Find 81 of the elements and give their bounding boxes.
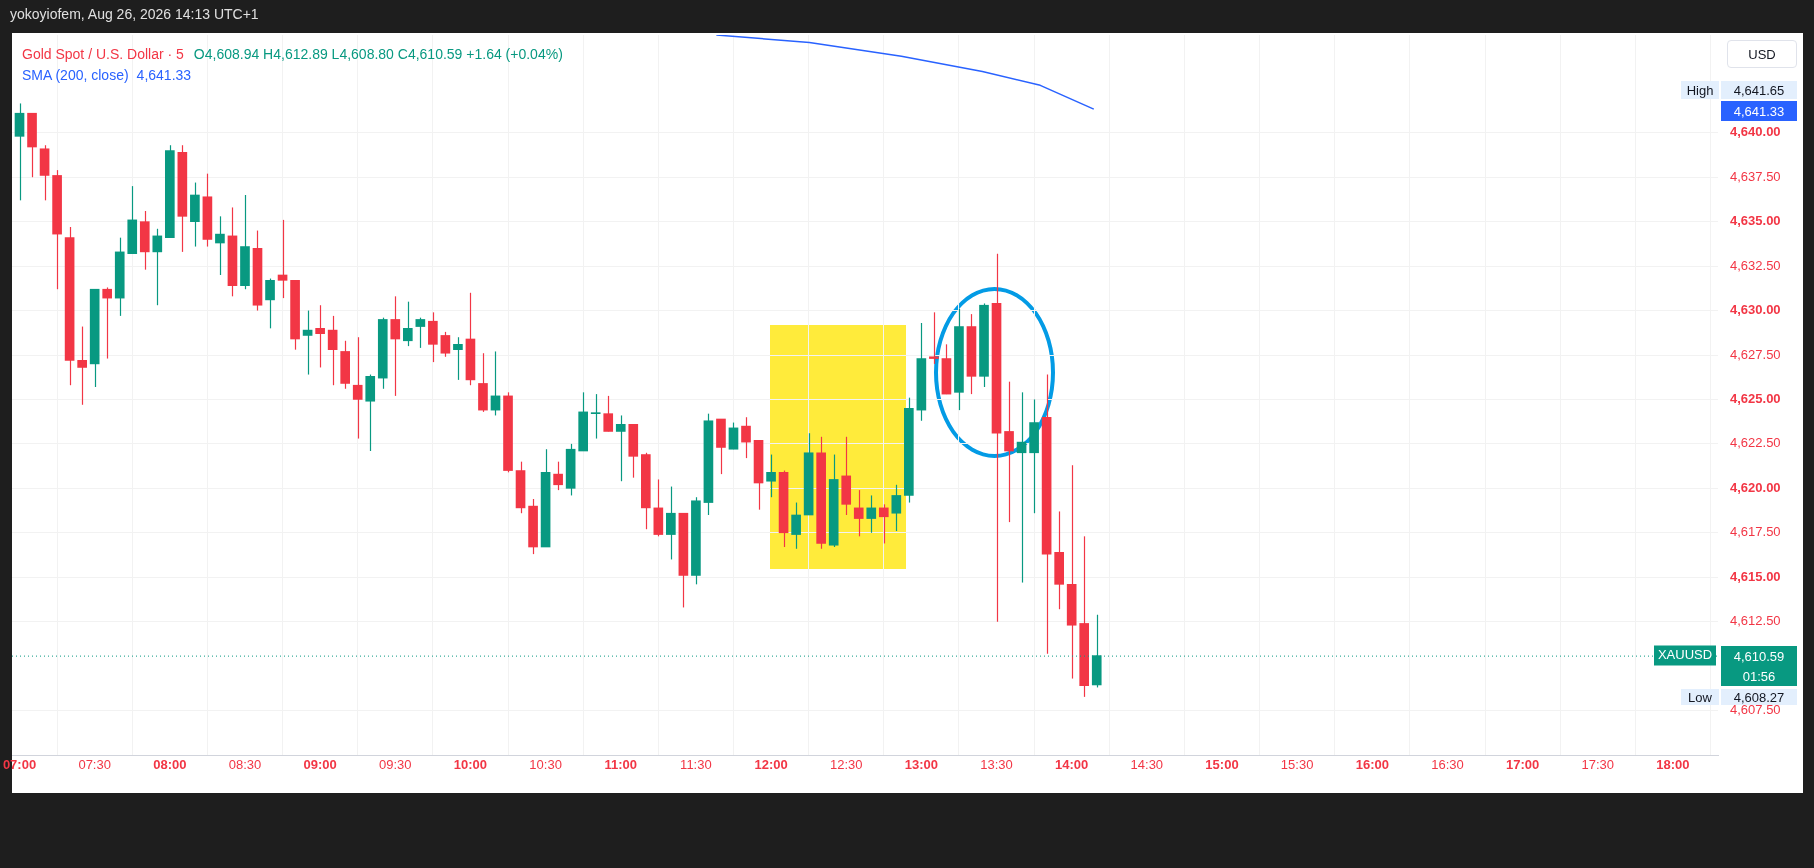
candlestick xyxy=(1004,381,1014,523)
candlestick xyxy=(766,453,776,498)
candlestick xyxy=(302,309,313,376)
x-tick-label: 16:30 xyxy=(1431,757,1464,773)
candlestick xyxy=(878,503,889,545)
text: Gold Spot / U.S. Dollar · 5 xyxy=(22,46,184,62)
candlestick xyxy=(415,317,426,349)
x-tick-label: 17:00 xyxy=(1505,757,1540,773)
candlestick xyxy=(14,102,25,201)
candlestick xyxy=(77,325,87,406)
candlestick xyxy=(152,228,163,306)
x-tick-label: 11:00 xyxy=(604,757,638,773)
text: 4,641.33 xyxy=(1733,103,1785,119)
text: 4,641.65 xyxy=(1721,81,1797,99)
candlestick xyxy=(440,331,451,358)
text: yokoyiofem, Aug 26, 2026 14:13 UTC+1 xyxy=(10,6,259,22)
candlestick xyxy=(891,484,902,532)
y-tick-label: 4,637.50 xyxy=(1730,168,1781,184)
candlestick xyxy=(352,336,363,440)
candlestick xyxy=(791,501,801,550)
x-tick-label: 08:30 xyxy=(228,757,262,773)
candlestick xyxy=(215,215,225,276)
candlestick xyxy=(327,315,338,386)
x-tick-label: 09:30 xyxy=(379,757,412,773)
text: 01:56 xyxy=(1721,666,1797,686)
candlestick xyxy=(265,277,275,329)
candlestick xyxy=(553,461,563,491)
candlestick xyxy=(615,414,626,482)
annotation: 4,641.33 xyxy=(136,67,192,83)
y-tick-label: 4,620.00 xyxy=(1730,479,1781,495)
x-tick-label: 11:30 xyxy=(680,757,712,773)
x-tick-label: 15:30 xyxy=(1280,757,1314,773)
candlestick xyxy=(402,301,413,347)
text: SMA (200, close) xyxy=(22,67,129,83)
candlestick xyxy=(102,286,113,360)
text: 4,610.59 xyxy=(1721,646,1797,666)
x-tick-label: 18:00 xyxy=(1656,757,1690,773)
x-tick-label: 17:30 xyxy=(1581,757,1615,773)
x-tick-label: 15:00 xyxy=(1205,757,1239,773)
y-tick-label: 4,615.00 xyxy=(1730,568,1781,584)
text: 4,608.27 xyxy=(1721,689,1797,705)
x-tick-label: 10:00 xyxy=(453,757,488,773)
x-tick-label: 09:00 xyxy=(303,757,337,773)
ref-line-label: XAUUSD xyxy=(1657,647,1713,663)
candlestick xyxy=(453,336,463,381)
candlestick xyxy=(866,494,877,534)
x-tick-label: 12:30 xyxy=(829,757,863,773)
y-tick-label: 4,630.00 xyxy=(1730,302,1781,318)
x-tick-label: 14:00 xyxy=(1055,757,1089,773)
candlestick xyxy=(741,416,751,459)
annotation: High xyxy=(1681,81,1719,99)
y-tick-label: 4,622.50 xyxy=(1730,435,1781,451)
candlestick xyxy=(853,489,864,537)
y-tick-label: 4,617.50 xyxy=(1730,524,1781,540)
y-tick-label: 4,632.50 xyxy=(1730,257,1781,273)
candlestick xyxy=(666,485,676,561)
y-tick-label: 4,640.00 xyxy=(1730,124,1781,140)
x-tick-label: 13:00 xyxy=(904,757,938,773)
candlestick xyxy=(1016,391,1027,584)
candlestick xyxy=(603,395,614,433)
candlestick xyxy=(277,219,288,299)
y-tick-label: 4,612.50 xyxy=(1730,613,1781,629)
x-tick-label: 16:00 xyxy=(1355,757,1389,773)
x-tick-label: 10:30 xyxy=(529,757,562,773)
text: O4,608.94 H4,612.89 L4,608.80 C4,610.59 +1.64 (+0.04%) xyxy=(193,46,563,62)
annotation: Low xyxy=(1681,689,1719,705)
x-tick-label: 13:30 xyxy=(980,757,1013,773)
y-tick-label: 4,627.50 xyxy=(1730,346,1781,362)
x-tick-label: 12:00 xyxy=(754,757,788,773)
candlestick xyxy=(315,304,325,369)
candlestick xyxy=(428,311,438,363)
candlestick xyxy=(728,421,739,450)
x-tick-label: 07:30 xyxy=(78,757,111,773)
text: USD xyxy=(1727,40,1797,68)
y-tick-label: 4,625.00 xyxy=(1730,391,1781,407)
y-tick-label: 4,635.00 xyxy=(1730,213,1781,229)
x-tick-label: 08:00 xyxy=(153,757,187,773)
candlestick xyxy=(590,393,601,440)
x-tick-label: 14:30 xyxy=(1130,757,1164,773)
candlestick xyxy=(390,295,401,397)
candlestick xyxy=(929,311,939,365)
